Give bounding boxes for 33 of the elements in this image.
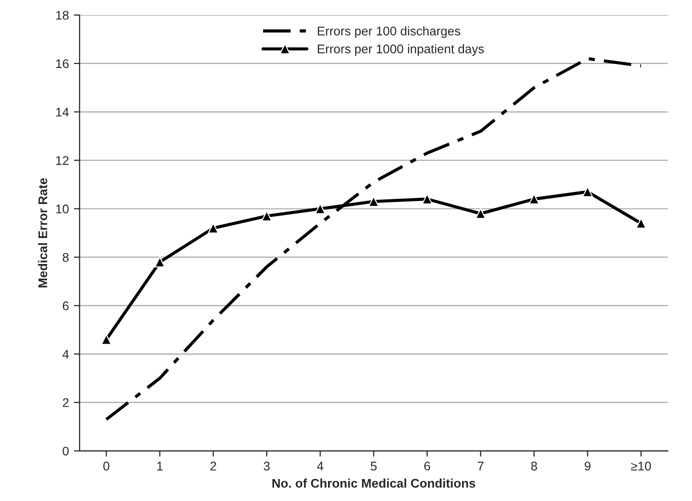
y-tick-label: 4 (62, 350, 69, 359)
x-tick-label: 1 (157, 462, 163, 470)
x-tick-label: 3 (264, 462, 270, 470)
x-tick-label: 0 (103, 462, 110, 470)
point (368, 196, 380, 207)
point (100, 334, 112, 345)
y-tick-label: 18 (56, 10, 69, 20)
y-tick-label: 0 (62, 446, 69, 456)
legend-label: Errors per 100 discharges (318, 26, 460, 38)
y-tick-label: 12 (56, 156, 69, 165)
legend-label: Errors per 1000 inpatient days (318, 44, 484, 56)
y-tick-label: 16 (56, 59, 69, 68)
point (261, 210, 272, 222)
y-tick-label: 2 (62, 398, 69, 407)
x-tick-label: 2 (210, 462, 216, 470)
point (528, 194, 540, 204)
y-tick-label: 10 (56, 204, 69, 214)
point (154, 256, 166, 268)
point (422, 194, 433, 204)
x-tick-label: 4 (317, 462, 324, 470)
y-axis-title: Medical Error Rate (38, 178, 48, 288)
x-tick-label: 7 (478, 462, 484, 470)
point (475, 208, 486, 219)
x-tick-label: 9 (584, 462, 590, 470)
line-series (104, 57, 643, 421)
y-tick-label: 6 (62, 301, 69, 310)
y-tick-label: 8 (62, 252, 69, 262)
x-tick-label: 5 (370, 462, 377, 470)
x-tick-label: ≥10 (631, 462, 651, 470)
x-tick-label: 6 (424, 462, 430, 470)
x-axis-title: No. of Chronic Medical Conditions (272, 478, 476, 488)
x-tick-label: 8 (531, 462, 538, 470)
y-tick-label: 14 (56, 108, 69, 116)
